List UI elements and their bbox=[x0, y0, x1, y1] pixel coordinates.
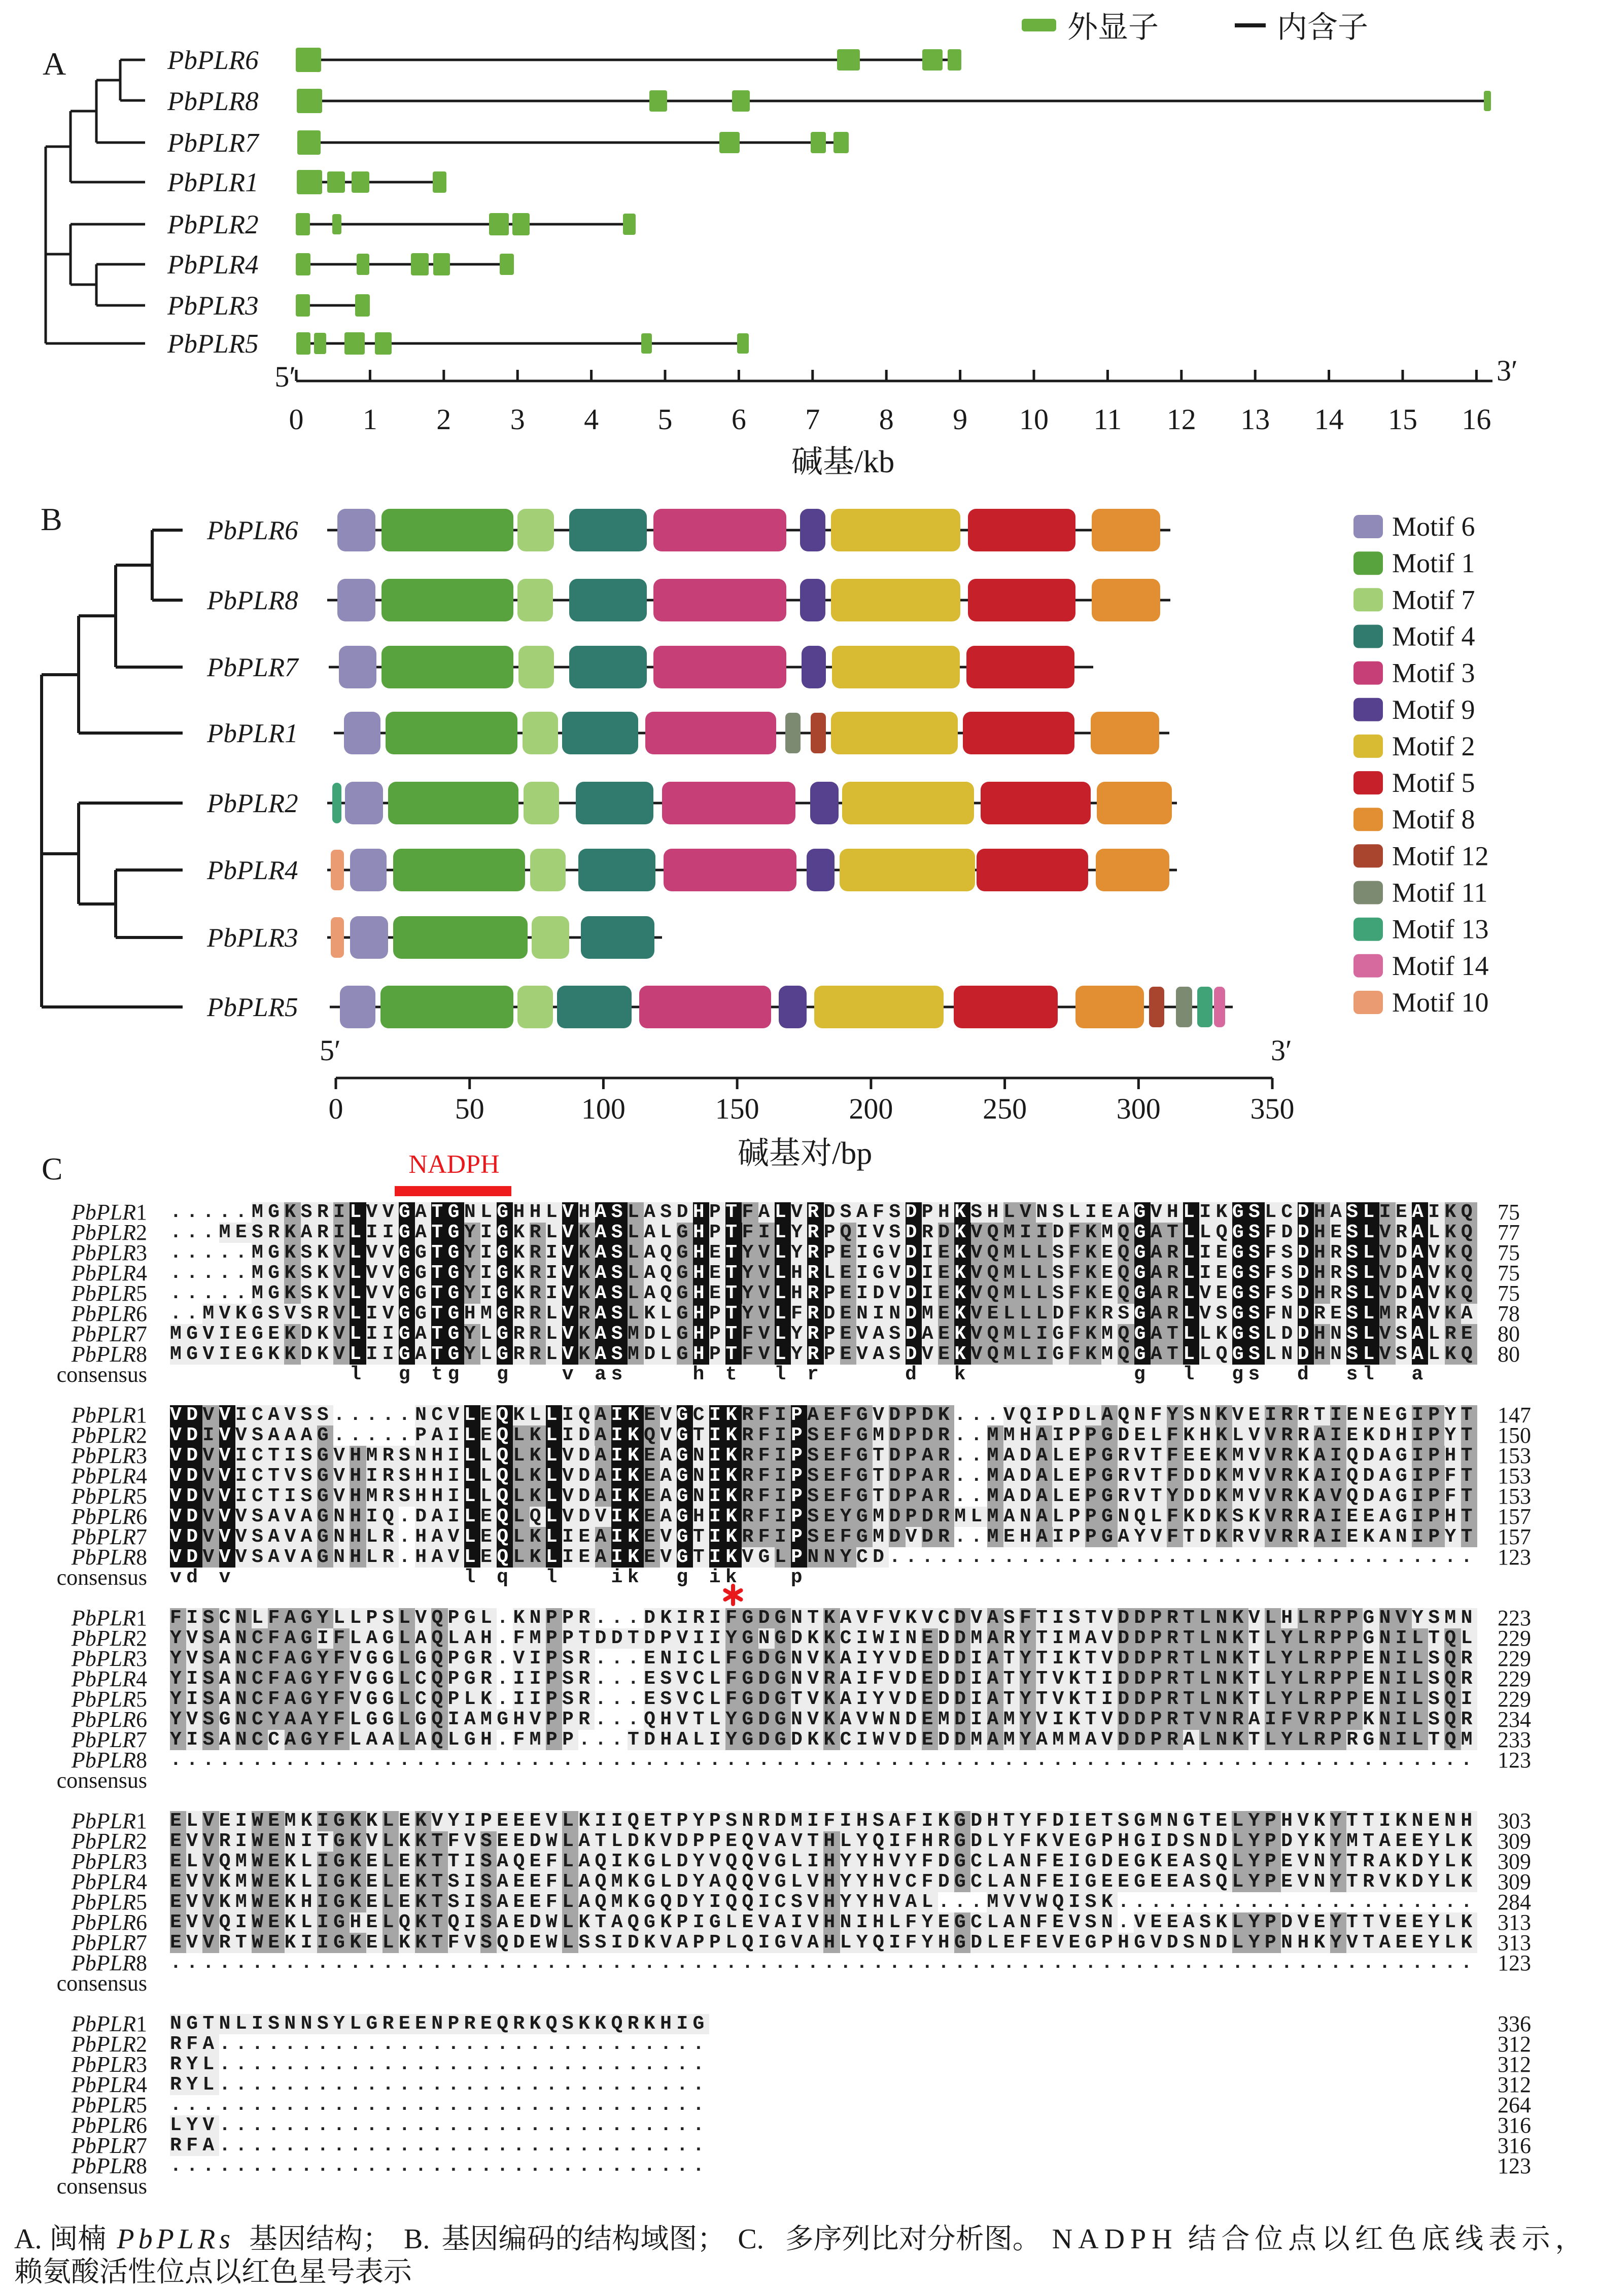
svg-text:Motif 4: Motif 4 bbox=[1392, 621, 1475, 652]
svg-text:PbPLR2: PbPLR2 bbox=[206, 789, 298, 818]
svg-text:/bp: /bp bbox=[832, 1136, 872, 1171]
svg-text:PbPLR4: PbPLR4 bbox=[167, 250, 259, 280]
svg-text:9: 9 bbox=[953, 403, 967, 436]
svg-text:Motif 3: Motif 3 bbox=[1392, 658, 1475, 688]
svg-text:PbPLR6: PbPLR6 bbox=[167, 46, 259, 75]
svg-text:5′: 5′ bbox=[320, 1034, 341, 1067]
svg-text:3′: 3′ bbox=[1497, 354, 1518, 387]
svg-text:12: 12 bbox=[1167, 403, 1196, 436]
svg-text:Motif 14: Motif 14 bbox=[1392, 951, 1489, 981]
svg-text:PbPLR7: PbPLR7 bbox=[167, 128, 260, 158]
svg-text:0: 0 bbox=[329, 1092, 343, 1125]
svg-text:PbPLR5: PbPLR5 bbox=[206, 993, 298, 1022]
svg-text:13: 13 bbox=[1240, 403, 1270, 436]
svg-text:Motif 7: Motif 7 bbox=[1392, 584, 1475, 615]
svg-text:A.: A. bbox=[14, 2223, 42, 2255]
svg-text:A: A bbox=[43, 46, 66, 82]
svg-text:PbPLR3: PbPLR3 bbox=[167, 291, 259, 321]
svg-text:4: 4 bbox=[584, 403, 599, 436]
svg-text:Motif 5: Motif 5 bbox=[1392, 768, 1475, 798]
svg-text:5′: 5′ bbox=[274, 360, 296, 393]
svg-text:Motif 6: Motif 6 bbox=[1392, 511, 1475, 542]
svg-text:2: 2 bbox=[436, 403, 451, 436]
svg-text:PbPLR6: PbPLR6 bbox=[206, 516, 298, 545]
svg-text:Motif 13: Motif 13 bbox=[1392, 914, 1489, 945]
svg-text:14: 14 bbox=[1314, 403, 1344, 436]
svg-text:PbPLR8: PbPLR8 bbox=[206, 586, 298, 615]
svg-text:Motif 10: Motif 10 bbox=[1392, 987, 1489, 1018]
svg-text:10: 10 bbox=[1019, 403, 1049, 436]
svg-text:Motif 1: Motif 1 bbox=[1392, 548, 1475, 578]
svg-text:11: 11 bbox=[1093, 403, 1122, 436]
svg-text:B: B bbox=[41, 501, 62, 537]
svg-text:0: 0 bbox=[289, 403, 304, 436]
svg-text:Motif 8: Motif 8 bbox=[1392, 804, 1475, 834]
svg-text:PbPLRs: PbPLRs bbox=[116, 2223, 234, 2255]
svg-text:Motif 11: Motif 11 bbox=[1392, 878, 1488, 908]
svg-text:NADPH: NADPH bbox=[1052, 2223, 1178, 2255]
svg-text:PbPLR4: PbPLR4 bbox=[206, 856, 298, 885]
svg-text:Motif 2: Motif 2 bbox=[1392, 731, 1475, 761]
svg-text:150: 150 bbox=[715, 1092, 759, 1125]
svg-text:300: 300 bbox=[1117, 1092, 1161, 1125]
svg-text:8: 8 bbox=[879, 403, 894, 436]
svg-text:100: 100 bbox=[581, 1092, 626, 1125]
svg-text:PbPLR3: PbPLR3 bbox=[206, 923, 298, 953]
svg-text:C.: C. bbox=[738, 2223, 763, 2255]
svg-text:3′: 3′ bbox=[1271, 1034, 1292, 1067]
svg-text:PbPLR1: PbPLR1 bbox=[206, 719, 298, 748]
svg-text:/kb: /kb bbox=[854, 445, 894, 479]
svg-text:PbPLR7: PbPLR7 bbox=[206, 653, 299, 682]
svg-text:3: 3 bbox=[510, 403, 525, 436]
svg-text:PbPLR8: PbPLR8 bbox=[167, 87, 259, 116]
svg-text:50: 50 bbox=[455, 1092, 484, 1125]
svg-text:1: 1 bbox=[363, 403, 377, 436]
svg-text:PbPLR5: PbPLR5 bbox=[167, 329, 259, 359]
svg-text:250: 250 bbox=[983, 1092, 1027, 1125]
svg-text:350: 350 bbox=[1250, 1092, 1295, 1125]
svg-text:6: 6 bbox=[732, 403, 746, 436]
svg-text:5: 5 bbox=[658, 403, 673, 436]
svg-text:15: 15 bbox=[1388, 403, 1417, 436]
svg-text:PbPLR2: PbPLR2 bbox=[167, 210, 259, 239]
svg-text:7: 7 bbox=[805, 403, 820, 436]
svg-text:200: 200 bbox=[849, 1092, 893, 1125]
svg-text:PbPLR1: PbPLR1 bbox=[167, 168, 259, 197]
svg-text:16: 16 bbox=[1462, 403, 1491, 436]
svg-text:B.: B. bbox=[404, 2223, 430, 2255]
svg-text:Motif 9: Motif 9 bbox=[1392, 694, 1475, 725]
svg-text:Motif 12: Motif 12 bbox=[1392, 841, 1489, 871]
